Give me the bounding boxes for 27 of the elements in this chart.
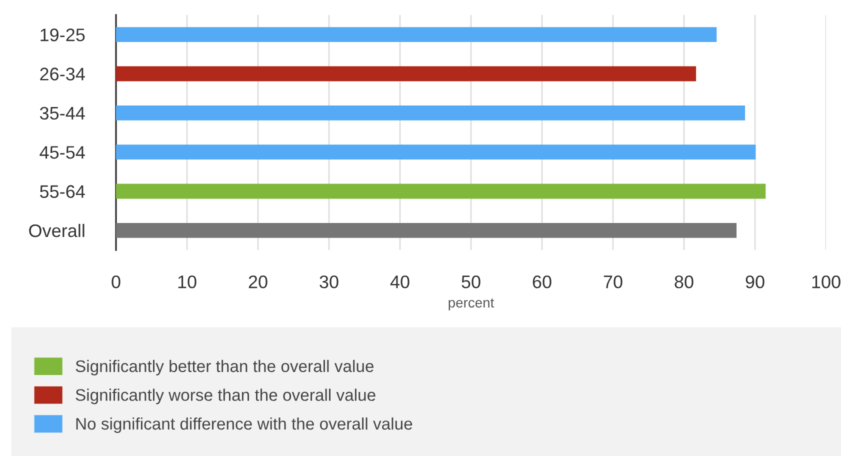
x-axis-title: percent (448, 298, 494, 310)
y-tick-label: 26-34 (40, 68, 85, 80)
legend-label: No significant difference with the overall value (76, 417, 412, 433)
bar (116, 105, 746, 120)
x-tick-label: 30 (320, 275, 338, 288)
y-tick-label: 45-54 (40, 146, 85, 159)
y-tick-label: 35-44 (40, 106, 85, 120)
x-tick-label: 20 (248, 275, 268, 288)
bar (116, 184, 766, 199)
y-tick-label: Overall (29, 224, 84, 238)
x-tick-label: 50 (462, 275, 480, 288)
y-tick-label: 19-25 (40, 28, 85, 42)
bar (116, 144, 756, 160)
bar (116, 222, 737, 238)
x-tick-label: 70 (604, 275, 622, 288)
x-tick-label: 0 (112, 275, 120, 288)
bar (116, 27, 717, 42)
x-tick-label: 100 (812, 275, 840, 288)
x-tick-label: 60 (532, 275, 552, 288)
x-tick-label: 90 (746, 275, 764, 288)
x-tick-label: 10 (178, 275, 196, 288)
y-tick-label: 55-64 (40, 185, 85, 198)
bar (116, 66, 696, 82)
x-tick-label: 40 (390, 275, 410, 288)
x-tick-label: 80 (674, 275, 694, 288)
legend-label: Significantly better than the overall value (76, 360, 374, 376)
legend-label: Significantly worse than the overall value (76, 388, 376, 404)
